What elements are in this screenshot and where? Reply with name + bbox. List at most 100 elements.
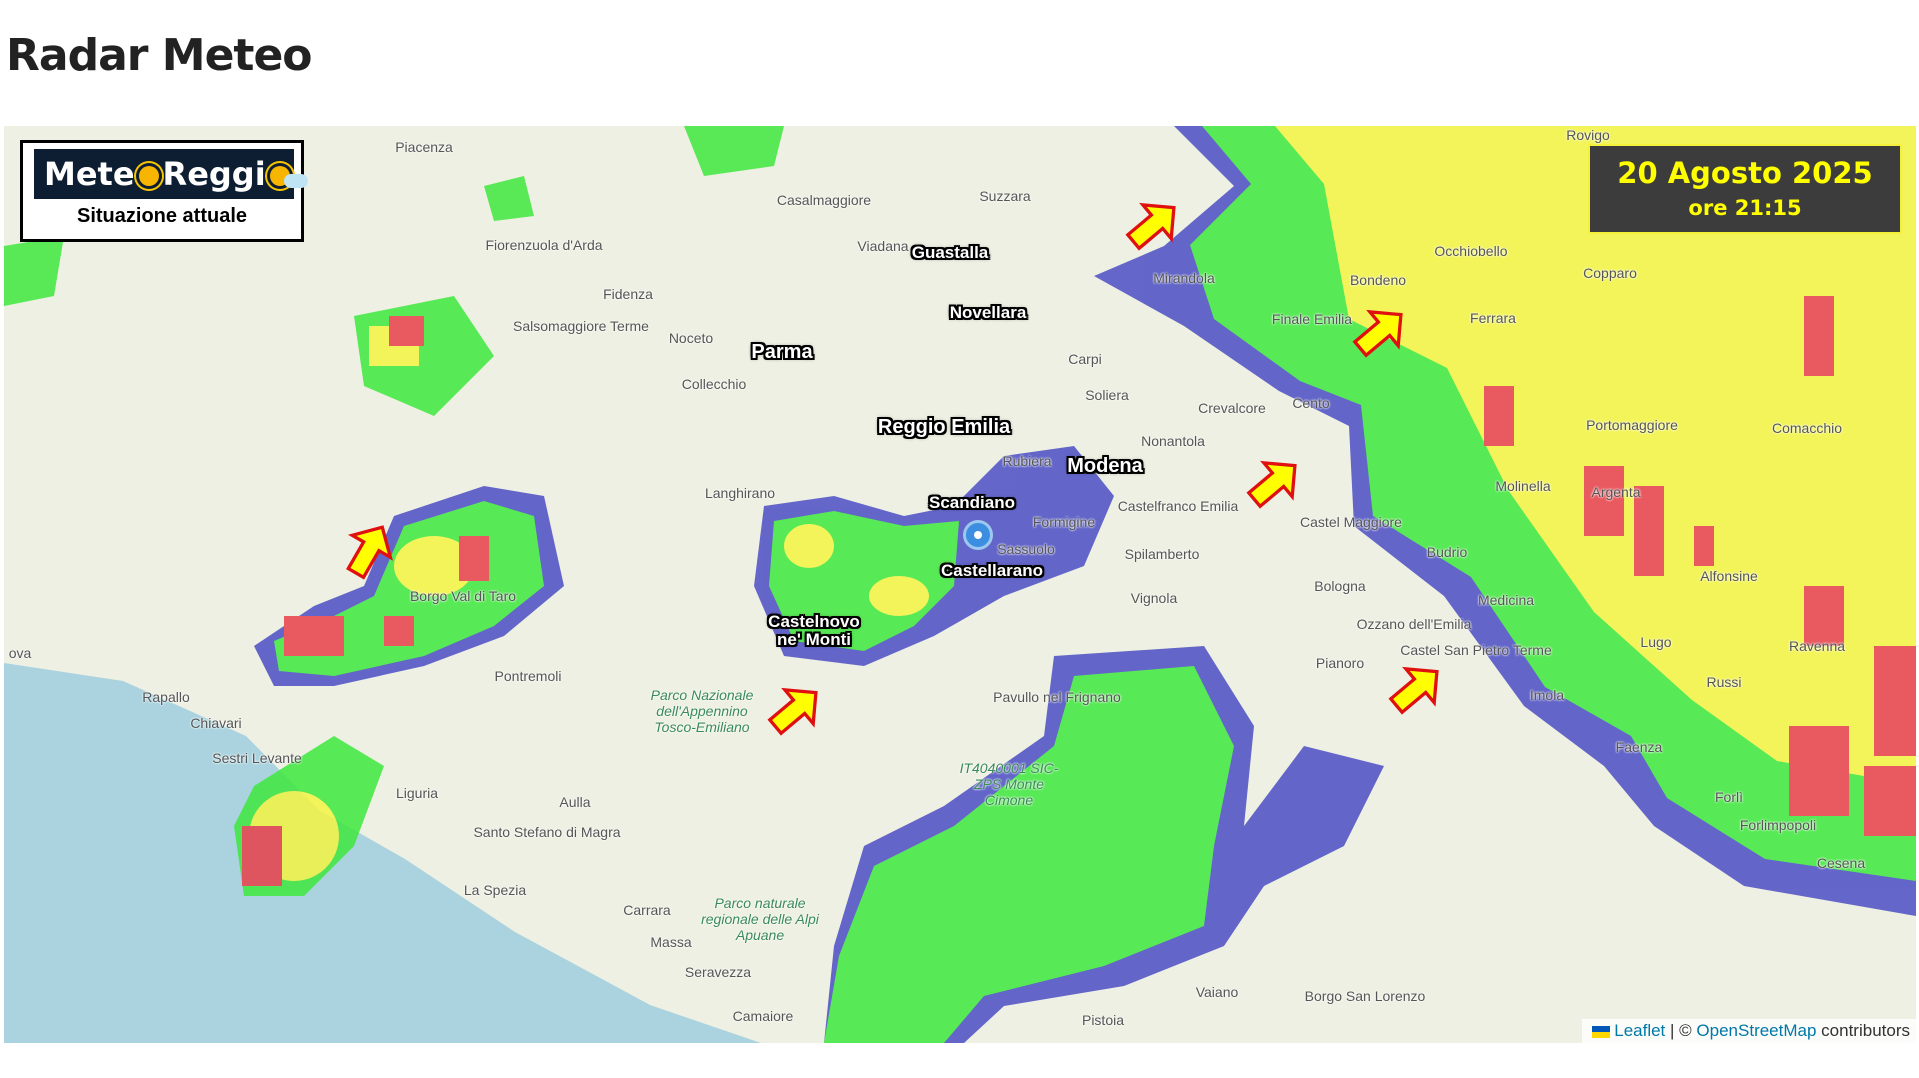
timestamp-box: 20 Agosto 2025 ore 21:15 <box>1588 144 1902 234</box>
arrow-icon <box>1388 666 1439 715</box>
page-title: Radar Meteo <box>6 30 313 81</box>
place-label: Portomaggiore <box>1586 417 1678 433</box>
arrow-icon <box>346 525 393 580</box>
place-label: Imola <box>1529 687 1565 703</box>
place-label: Forlì <box>1715 789 1743 805</box>
map-layer <box>4 126 1916 1043</box>
attribution-separator: | © <box>1670 1021 1692 1040</box>
place-label: Bondeno <box>1349 272 1407 288</box>
place-label: Bologna <box>1314 578 1366 594</box>
arrow-icon <box>1352 309 1403 358</box>
place-label: Alfonsine <box>1700 568 1758 584</box>
radar-intense-nw <box>389 316 424 346</box>
radar-heavy-east <box>1275 126 1916 785</box>
place-label: Ferrara <box>1470 310 1516 326</box>
place-label: Suzzara <box>979 188 1031 204</box>
arrow-icon <box>1246 460 1297 509</box>
place-label: La Spezia <box>463 882 527 898</box>
city-label: Modena <box>1067 455 1143 477</box>
radar-intense-coast <box>242 826 282 886</box>
place-label: Crevalcore <box>1198 400 1266 416</box>
radar-overlay <box>4 126 1916 1043</box>
radar-heavy-central <box>784 524 834 568</box>
place-label: Pontremoli <box>494 668 562 684</box>
place-label: Molinella <box>1495 478 1551 494</box>
city-label: Castellarano <box>940 561 1044 580</box>
place-label: Finale Emilia <box>1271 311 1353 327</box>
place-label: Soliera <box>1085 387 1129 403</box>
place-label: Collecchio <box>681 376 747 392</box>
place-label: Rapallo <box>142 689 190 705</box>
map-attribution: Leaflet | © OpenStreetMap contributors <box>1582 1019 1916 1043</box>
place-label: Vaiano <box>1195 984 1239 1000</box>
place-label: Cento <box>1292 395 1330 411</box>
place-label: Pistoia <box>1081 1012 1125 1028</box>
place-label: Lugo <box>1640 634 1672 650</box>
place-label: Sestri Levante <box>212 750 302 766</box>
place-label: ova <box>8 645 32 661</box>
place-label: Borgo San Lorenzo <box>1304 988 1426 1004</box>
date-label: 20 Agosto 2025 <box>1617 156 1873 190</box>
place-label: Castel San Pietro Terme <box>1400 642 1552 658</box>
place-label: Carrara <box>623 902 671 918</box>
leaflet-link[interactable]: Leaflet <box>1614 1021 1666 1040</box>
place-label: Formigine <box>1032 514 1096 530</box>
city-label: Scandiano <box>929 493 1015 512</box>
radar-heavy-west <box>394 536 474 596</box>
city-label: Guastalla <box>911 243 989 262</box>
radar-intense-west <box>284 616 344 656</box>
place-label: Salsomaggiore Terme <box>513 318 649 334</box>
place-label: IT4040001 SIC-ZPS Monte Cimone <box>959 760 1059 808</box>
place-label: Ozzano dell'Emilia <box>1356 616 1472 632</box>
cloud-icon <box>283 174 308 188</box>
place-label: Pianoro <box>1315 655 1365 671</box>
radar-moderate-south <box>824 666 1234 1043</box>
sea <box>4 663 761 1043</box>
arrow-icon <box>1125 202 1176 251</box>
place-label: Rovigo <box>1566 127 1610 143</box>
location-marker-icon[interactable] <box>963 520 993 550</box>
place-label: Russi <box>1706 674 1742 690</box>
place-label: Borgo Val di Taro <box>409 588 517 604</box>
place-label: Castel Maggiore <box>1300 514 1402 530</box>
ukraine-flag-icon <box>1592 1025 1611 1038</box>
place-label: Comacchio <box>1771 420 1843 436</box>
place-label: Cesena <box>1816 855 1866 871</box>
meteo-reggio-logo: Mete Reggi <box>34 149 308 199</box>
attribution-suffix: contributors <box>1821 1021 1910 1040</box>
place-label: Spilamberto <box>1124 546 1200 562</box>
place-label: Fidenza <box>603 286 653 302</box>
radar-intense-east <box>1484 296 1916 836</box>
place-label: Forlimpopoli <box>1739 817 1817 833</box>
situation-label: Situazione attuale <box>76 205 248 227</box>
time-label: ore 21:15 <box>1688 196 1802 220</box>
place-label: Carpi <box>1068 351 1102 367</box>
place-label: Vignola <box>1130 590 1178 606</box>
place-label: Langhirano <box>704 485 776 501</box>
place-label: Occhiobello <box>1434 243 1508 259</box>
radar-map[interactable]: Guastalla Novellara Parma Reggio Emilia Mode… <box>4 126 1916 1043</box>
place-label: Rubiera <box>1002 453 1052 469</box>
openstreetmap-link[interactable]: OpenStreetMap <box>1696 1021 1817 1040</box>
arrow-icon <box>767 687 818 736</box>
place-label: Budrio <box>1426 544 1468 560</box>
arrows <box>346 202 1439 736</box>
radar-moderate-west-edge <box>4 236 64 306</box>
place-label: Argenta <box>1591 484 1641 500</box>
place-label: Medicina <box>1477 592 1535 608</box>
logo-text: Mete <box>44 155 135 193</box>
radar-intense-west <box>459 536 489 581</box>
city-label: Castelnovo ne' Monti <box>768 612 860 649</box>
place-label: Massa <box>650 934 692 950</box>
city-label: Novellara <box>949 303 1027 322</box>
place-label: Faenza <box>1615 739 1663 755</box>
place-label: Castelfranco Emilia <box>1117 498 1239 514</box>
radar-intense-west <box>384 616 414 646</box>
place-label: Camaiore <box>732 1008 794 1024</box>
place-label: Parco naturale regionale delle Alpi Apua… <box>701 895 819 943</box>
logo-panel: Mete Reggi Situazione attuale <box>20 140 308 242</box>
place-label: Pavullo nel Frignano <box>993 689 1121 705</box>
city-label: Reggio Emilia <box>877 416 1011 438</box>
logo-text: Reggi <box>162 155 266 193</box>
place-label: Liguria <box>395 785 439 801</box>
